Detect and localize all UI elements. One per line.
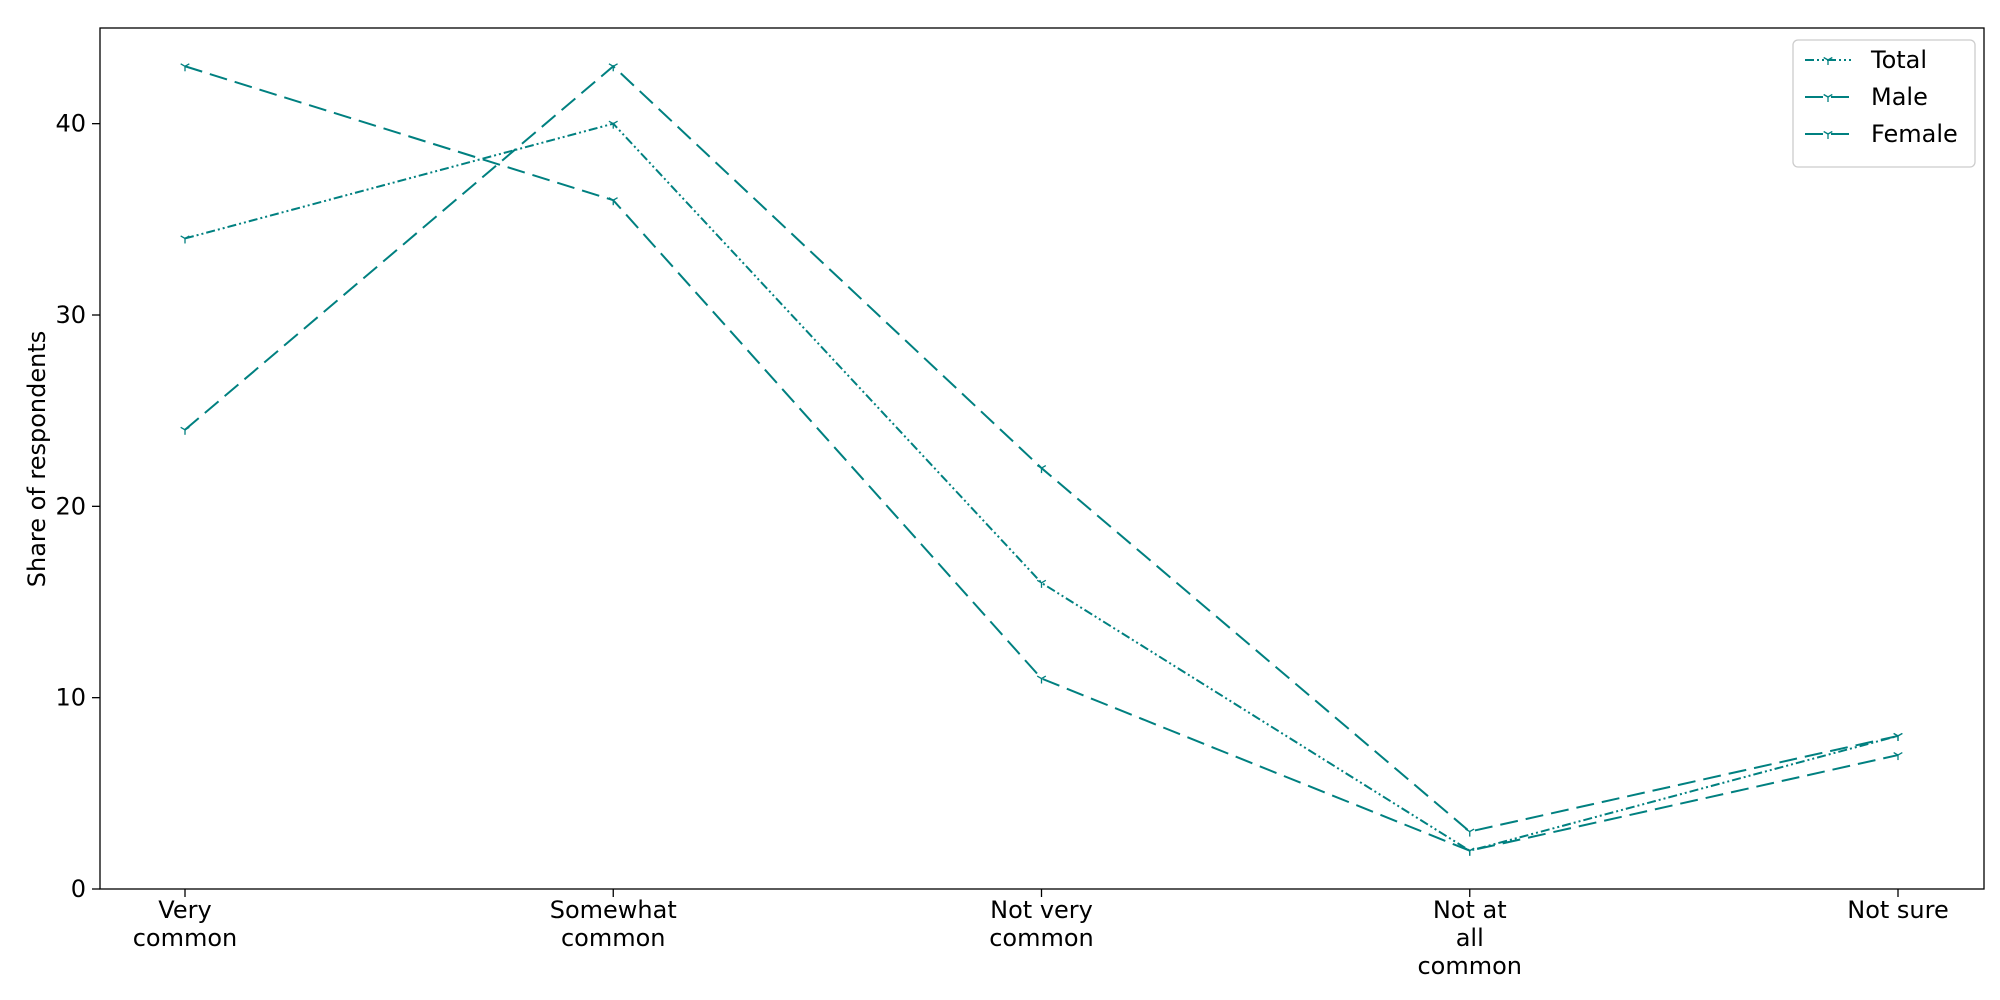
data-point (1036, 579, 1047, 588)
series-line (184, 122, 1899, 852)
data-point (1465, 828, 1475, 837)
data-point (180, 235, 190, 244)
series-layer (180, 63, 1903, 856)
legend-box (1792, 39, 1976, 168)
series-total (180, 120, 1903, 856)
legend-label: Total (1870, 46, 1927, 74)
data-point (1465, 847, 1475, 856)
data-point (180, 63, 190, 72)
legend-entry: Male (1805, 83, 1928, 111)
y-axis: 0 10 20 30 40 (55, 110, 100, 903)
data-point (1893, 732, 1903, 741)
x-tick-label: Not very common (989, 896, 1094, 952)
legend-entry: Total (1805, 46, 1927, 74)
legend-entry: Female (1805, 120, 1958, 148)
legend-label: Female (1871, 120, 1958, 148)
y-tick-label: 10 (55, 684, 86, 712)
series-line (184, 65, 1899, 852)
x-tick-label: Not at all common (1417, 896, 1522, 980)
y-tick-label: 40 (55, 110, 86, 138)
series-female (180, 63, 1903, 837)
data-point (608, 197, 618, 206)
data-point (608, 63, 618, 72)
data-point (180, 426, 190, 435)
data-point (1823, 130, 1833, 139)
y-tick-label: 0 (71, 875, 86, 903)
plot-area-frame (99, 27, 1985, 890)
legend: Total Male Female (1792, 39, 1976, 168)
data-point (1823, 56, 1833, 65)
x-tick-label: Somewhat common (550, 896, 677, 952)
data-point (1036, 675, 1047, 684)
data-point (1036, 465, 1047, 474)
data-point (1893, 752, 1903, 761)
x-tick-label: Very common (133, 896, 238, 952)
data-point (1823, 93, 1833, 102)
x-axis: Very common Somewhat common Not very common No… (133, 889, 1949, 980)
y-tick-label: 30 (55, 301, 86, 329)
legend-label: Male (1871, 83, 1928, 111)
series-male (180, 63, 1903, 856)
series-line (184, 64, 1899, 833)
y-axis-label: Share of respondents (23, 331, 51, 588)
x-tick-label: Not sure (1847, 896, 1949, 924)
data-point (608, 120, 618, 129)
y-tick-label: 20 (55, 492, 86, 520)
